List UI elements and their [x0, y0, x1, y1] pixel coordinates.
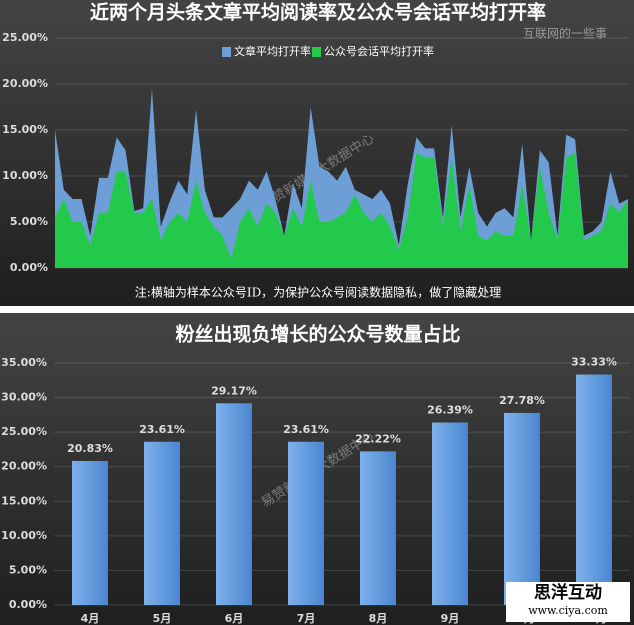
value-label: 27.78% [499, 394, 545, 407]
logo-name: 思洋互动 [534, 583, 602, 603]
bar [504, 412, 540, 605]
bar [144, 441, 180, 605]
y-tick-label: 5.00% [10, 215, 48, 228]
legend-label: 文章平均打开率 [234, 44, 311, 58]
y-tick-label: 35.00% [1, 356, 47, 369]
bar [576, 374, 612, 605]
bar [72, 460, 108, 605]
value-label: 26.39% [427, 404, 473, 417]
x-tick-label: 4月 [81, 612, 100, 625]
chart-title: 粉丝出现负增长的公众号数量占比 [175, 323, 460, 346]
logo: 思洋互动 www.ciya.com [506, 582, 630, 622]
y-tick-label: 0.00% [9, 598, 47, 611]
x-tick-label: 9月 [441, 612, 460, 625]
y-tick-label: 15.00% [2, 123, 48, 136]
legend-label: 公众号会话平均打开率 [324, 44, 434, 58]
legend-swatch [222, 47, 231, 57]
bar [216, 403, 252, 605]
x-tick-label: 7月 [297, 612, 316, 625]
y-tick-label: 10.00% [2, 169, 48, 182]
note: 注:横轴为样本公众号ID，为保护公众号阅读数据隐私，做了隐藏处理 [135, 285, 501, 300]
area [55, 153, 628, 268]
x-tick-label: 5月 [153, 612, 172, 625]
y-tick-label: 0.00% [10, 261, 48, 274]
y-tick-label: 25.00% [1, 425, 47, 438]
y-tick-label: 5.00% [9, 563, 47, 576]
x-tick-label: 8月 [369, 612, 388, 625]
y-tick-label: 25.00% [2, 31, 48, 44]
bar [288, 441, 324, 605]
legend-swatch [312, 47, 321, 57]
value-label: 22.22% [355, 432, 401, 445]
x-tick-label: 6月 [225, 612, 244, 625]
value-label: 29.17% [211, 384, 257, 397]
watermark: 互联网的一些事 [523, 26, 607, 41]
bar [360, 451, 396, 605]
chart-title: 近两个月头条文章平均阅读率及公众号会话平均打开率 [90, 1, 546, 24]
value-label: 23.61% [283, 423, 329, 436]
y-tick-label: 30.00% [1, 391, 47, 404]
value-label: 20.83% [67, 442, 113, 455]
y-tick-label: 10.00% [1, 529, 47, 542]
value-label: 23.61% [139, 423, 185, 436]
value-label: 33.33% [571, 356, 617, 369]
logo-url: www.ciya.com [528, 604, 608, 617]
y-tick-label: 20.00% [1, 460, 47, 473]
y-tick-label: 15.00% [1, 494, 47, 507]
bar [432, 422, 468, 605]
y-tick-label: 20.00% [2, 77, 48, 90]
